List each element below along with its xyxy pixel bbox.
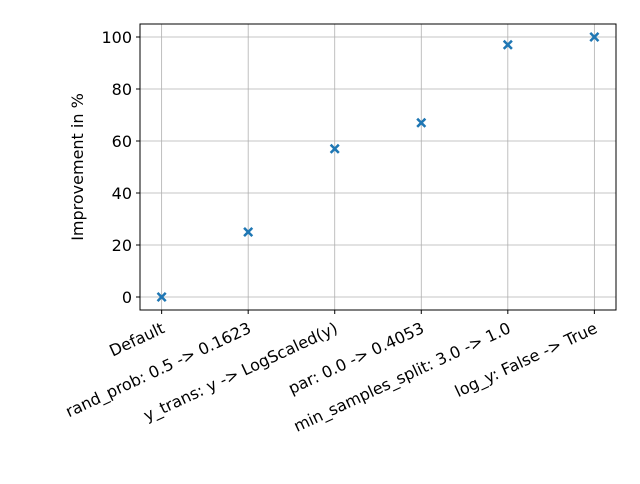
- marker: [243, 227, 254, 237]
- marker: [156, 292, 167, 302]
- x-tick-label: Default: [106, 318, 167, 360]
- marker: [329, 143, 340, 154]
- y-axis-label: Improvement in %: [68, 93, 87, 241]
- y-tick-label: 80: [112, 80, 132, 99]
- y-tick-label: 20: [112, 236, 132, 255]
- marker: [589, 32, 600, 42]
- marker: [416, 117, 427, 128]
- marker: [502, 39, 513, 50]
- plot-frame: [139, 23, 617, 311]
- x-tick-label: log_y: False -> True: [452, 318, 601, 401]
- y-tick-label: 100: [101, 28, 132, 47]
- y-tick-label: 60: [112, 132, 132, 151]
- y-tick-label: 0: [122, 288, 132, 307]
- y-tick-label: 40: [112, 184, 132, 203]
